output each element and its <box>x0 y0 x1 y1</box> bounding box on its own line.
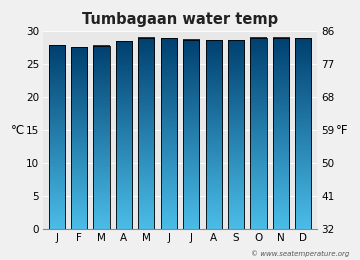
Bar <box>251 38 266 229</box>
Y-axis label: °C: °C <box>10 124 24 136</box>
Bar <box>206 40 222 229</box>
Bar <box>138 38 154 229</box>
Title: Tumbagaan water temp: Tumbagaan water temp <box>82 12 278 27</box>
Y-axis label: °F: °F <box>336 124 349 136</box>
Bar <box>161 38 177 229</box>
Text: © www.seatemperature.org: © www.seatemperature.org <box>251 251 349 257</box>
Bar <box>273 38 289 229</box>
Bar <box>183 40 199 229</box>
Bar <box>228 40 244 229</box>
Bar <box>71 47 87 229</box>
Bar <box>94 46 109 229</box>
Bar <box>49 45 65 229</box>
Bar <box>295 38 311 229</box>
Bar <box>116 41 132 229</box>
